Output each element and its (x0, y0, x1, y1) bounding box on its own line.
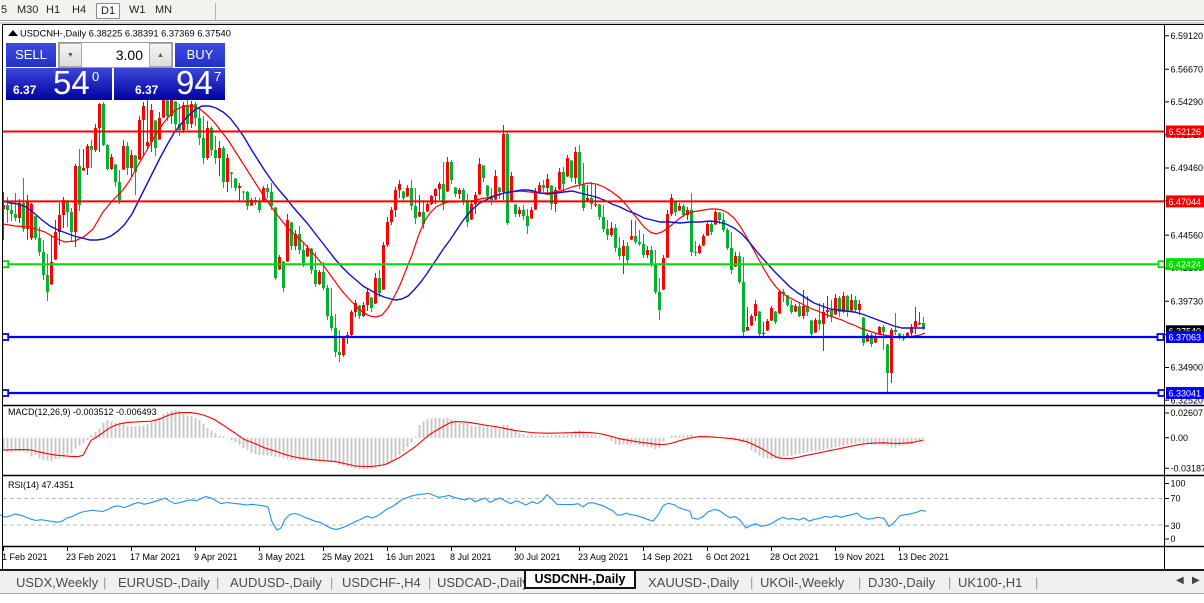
svg-text:16 Jun 2021: 16 Jun 2021 (386, 552, 436, 562)
svg-text:6.47044: 6.47044 (1169, 197, 1202, 207)
svg-text:6.37063: 6.37063 (1169, 332, 1202, 342)
svg-text:28 Oct 2021: 28 Oct 2021 (770, 552, 819, 562)
svg-text:23 Aug 2021: 23 Aug 2021 (578, 552, 629, 562)
svg-text:19 Nov 2021: 19 Nov 2021 (834, 552, 885, 562)
svg-text:13 Dec 2021: 13 Dec 2021 (898, 552, 949, 562)
svg-text:25 May 2021: 25 May 2021 (322, 552, 374, 562)
svg-text:RSI(14) 47.4351: RSI(14) 47.4351 (8, 480, 74, 490)
svg-text:0: 0 (1171, 534, 1176, 544)
svg-text:30: 30 (1171, 521, 1181, 531)
svg-text:100: 100 (1171, 479, 1186, 489)
svg-text:17 Mar 2021: 17 Mar 2021 (130, 552, 181, 562)
svg-text:USDCNH-,Daily 6.38225 6.38391: USDCNH-,Daily 6.38225 6.38391 6.37369 6.… (20, 29, 231, 39)
svg-text:1 Feb 2021: 1 Feb 2021 (2, 552, 48, 562)
svg-text:6.49460: 6.49460 (1171, 163, 1204, 173)
svg-text:6.34900: 6.34900 (1171, 363, 1204, 373)
svg-text:70: 70 (1171, 494, 1181, 504)
svg-text:6 Oct 2021: 6 Oct 2021 (706, 552, 750, 562)
svg-text:6.33041: 6.33041 (1169, 388, 1202, 398)
svg-text:14 Sep 2021: 14 Sep 2021 (642, 552, 693, 562)
svg-text:6.44560: 6.44560 (1171, 230, 1204, 240)
svg-text:0.02607: 0.02607 (1171, 408, 1204, 418)
svg-text:6.54290: 6.54290 (1171, 97, 1204, 107)
svg-text:6.39730: 6.39730 (1171, 297, 1204, 307)
svg-text:6.42424: 6.42424 (1169, 260, 1202, 270)
svg-text:23 Feb 2021: 23 Feb 2021 (66, 552, 117, 562)
svg-text:3 May 2021: 3 May 2021 (258, 552, 305, 562)
svg-text:MACD(12,26,9) -0.003512 -0.006: MACD(12,26,9) -0.003512 -0.006493 (8, 407, 157, 417)
svg-text:8 Jul 2021: 8 Jul 2021 (450, 552, 492, 562)
svg-text:6.52126: 6.52126 (1169, 127, 1202, 137)
svg-text:0.00: 0.00 (1171, 433, 1189, 443)
svg-text:6.59120: 6.59120 (1171, 31, 1204, 41)
svg-text:30 Jul 2021: 30 Jul 2021 (514, 552, 561, 562)
svg-text:6.56670: 6.56670 (1171, 65, 1204, 75)
svg-text:-0.03187: -0.03187 (1171, 463, 1204, 473)
svg-text:9 Apr 2021: 9 Apr 2021 (194, 552, 238, 562)
